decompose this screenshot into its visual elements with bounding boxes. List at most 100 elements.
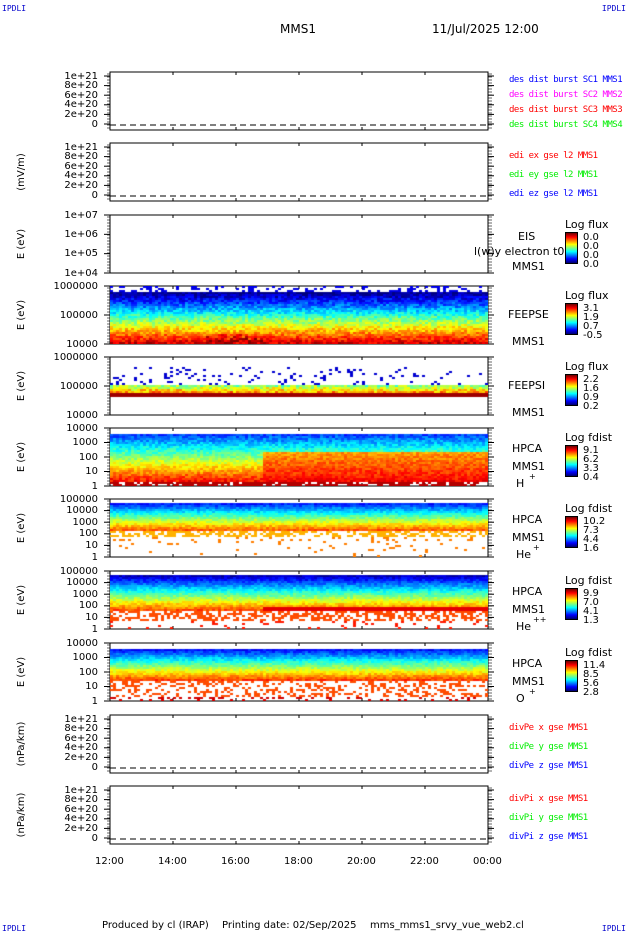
colorbar-frame: [565, 588, 578, 620]
colorbar-segment: [566, 456, 577, 458]
colorbar-segment: [566, 249, 577, 251]
y-tick-label: 0: [91, 832, 98, 844]
colorbar-segment: [566, 526, 577, 528]
date-time: 11/Jul/2025 12:00: [432, 22, 539, 36]
colorbar-segment: [566, 679, 577, 681]
colorbar: [565, 374, 578, 406]
colorbar-label: 2.8: [583, 687, 599, 698]
colorbar-segment: [566, 661, 577, 663]
colorbar-segment: [566, 459, 577, 461]
colorbar-segment: [566, 402, 577, 404]
legend-entry: edi ex gse l2 MMS1: [509, 151, 598, 161]
colorbar-segment: [566, 615, 577, 617]
colorbar-label: 1.9: [583, 312, 599, 323]
y-tick-label: 10000: [66, 577, 98, 589]
legend-entry: edi ey gse l2 MMS1: [509, 170, 598, 180]
colorbar-segment: [566, 612, 577, 614]
panel-11: [104, 785, 494, 845]
colorbar-label: 0.2: [583, 401, 599, 412]
colorbar-segment: [566, 536, 577, 538]
colorbar-segment: [566, 450, 577, 452]
spectrogram-6: [110, 428, 488, 486]
colorbar-label: 1.3: [583, 615, 599, 626]
colorbar-segment: [566, 473, 577, 475]
colorbar-title: Log flux: [565, 218, 609, 231]
y-tick-label: 6e+20: [64, 89, 98, 101]
spacecraft-label: MMS1: [512, 460, 545, 473]
corner-label-tl: IPDLI: [2, 4, 27, 13]
colorbar-segment: [566, 250, 577, 252]
species-charge: +: [533, 543, 540, 552]
colorbar-segment: [566, 527, 577, 529]
colorbar-segment: [566, 593, 577, 595]
species-charge: ++: [533, 615, 547, 624]
y-tick-label: 10: [85, 611, 98, 623]
colorbar-label: 7.0: [583, 597, 599, 608]
colorbar-segment: [566, 311, 577, 313]
y-tick-label: 0: [91, 118, 98, 130]
y-tick-label: 4e+20: [64, 170, 98, 182]
colorbar-label: 4.1: [583, 606, 599, 617]
colorbar-segment: [566, 598, 577, 600]
y-tick-label: 100000: [59, 380, 98, 392]
colorbar-segment: [566, 667, 577, 669]
colorbar-segment: [566, 606, 577, 608]
colorbar-label: 0.9: [583, 392, 599, 403]
colorbar-frame: [565, 516, 578, 548]
y-axis-label: E (eV): [16, 441, 27, 473]
colorbar-segment: [566, 328, 577, 330]
y-tick-label: 100: [78, 666, 98, 678]
y-tick-label: 4e+20: [64, 99, 98, 111]
colorbar-segment: [566, 388, 577, 390]
colorbar-segment: [566, 319, 577, 321]
colorbar-segment: [566, 401, 577, 403]
colorbar-segment: [566, 448, 577, 450]
y-axis-label: E (eV): [16, 656, 27, 688]
colorbar-segment: [566, 542, 577, 544]
y-tick-label: 1e+05: [64, 248, 98, 260]
colorbar-segment: [566, 610, 577, 612]
x-tick-label: 18:00: [284, 856, 313, 867]
colorbar-segment: [566, 239, 577, 241]
colorbar-label: 11.4: [583, 660, 606, 671]
colorbar-segment: [566, 544, 577, 546]
y-tick-label: 1e+06: [64, 228, 98, 240]
colorbar-segment: [566, 463, 577, 465]
colorbar-segment: [566, 460, 577, 462]
colorbar-segment: [566, 467, 577, 469]
colorbar-segment: [566, 517, 577, 519]
spectrogram-7: [110, 499, 488, 557]
legend-entry: des dist burst SC4 MMS4: [509, 120, 623, 130]
colorbar-frame: [565, 374, 578, 406]
colorbar-title: Log fdist: [565, 574, 613, 587]
panel-frame: [109, 714, 489, 774]
colorbar-segment: [566, 530, 577, 532]
y-tick-label: 1000: [72, 652, 98, 663]
colorbar-segment: [566, 330, 577, 332]
colorbar-segment: [566, 382, 577, 384]
y-tick-label: 1000: [72, 516, 98, 528]
colorbar-frame: [565, 660, 578, 692]
colorbar-segment: [566, 306, 577, 308]
species-charge: +: [529, 687, 536, 696]
y-tick-label: 2e+20: [64, 751, 98, 763]
colorbar-segment: [566, 314, 577, 316]
instrument-label: HPCA: [512, 585, 543, 598]
instrument-label: FEEPSE: [508, 308, 549, 321]
colorbar-segment: [566, 310, 577, 312]
colorbar-segment: [566, 538, 577, 540]
colorbar-segment: [566, 381, 577, 383]
colorbar-segment: [566, 602, 577, 604]
colorbar-segment: [566, 457, 577, 459]
colorbar-segment: [566, 590, 577, 592]
corner-label-br: IPDLI: [601, 924, 626, 933]
corner-label-bl: IPDLI: [2, 924, 27, 933]
colorbar: [565, 303, 578, 335]
y-tick-label: 100000: [59, 565, 98, 577]
colorbar-segment: [566, 609, 577, 611]
instrument-label: HPCA: [512, 513, 543, 526]
colorbar-segment: [566, 376, 577, 378]
colorbar-label: 9.9: [583, 588, 599, 599]
colorbar-segment: [566, 246, 577, 248]
colorbar-segment: [566, 522, 577, 524]
